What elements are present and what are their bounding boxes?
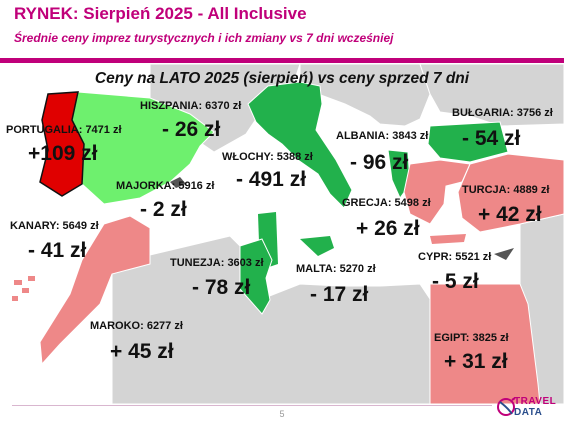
label-portugalia: PORTUGALIA: 7471 zł [6,124,122,136]
label-majorka: MAJORKA: 5916 zł [116,180,215,192]
change-malta: - 17 zł [310,283,369,306]
label-bulgaria: BUŁGARIA: 3756 zł [452,107,553,119]
label-malta: MALTA: 5270 zł [296,263,376,275]
land-bulgaria [427,121,509,163]
slide-subtitle: Średnie ceny imprez turystycznych i ich … [14,31,394,45]
label-grecja: GRECJA: 5498 zł [342,197,431,209]
change-tunezja: - 78 zł [192,276,251,299]
change-portugalia: +109 zł [28,142,98,165]
logo-globe-icon [497,397,516,416]
label-wlochy: WŁOCHY: 5388 zł [222,151,313,163]
label-turcja: TURCJA: 4889 zł [462,184,550,196]
land-east-europe [419,64,564,127]
change-albania: - 96 zł [350,151,409,174]
label-maroko: MAROKO: 6277 zł [90,320,183,332]
change-egipt: + 31 zł [444,350,508,373]
logo-text-data: DATA [514,407,543,418]
header-divider [0,58,564,63]
land-cyprus [494,248,514,260]
land-sicily [300,236,334,256]
traveldata-logo: TRAVEL DATA [496,394,562,420]
land-canary-islands [12,276,35,301]
label-tunezja: TUNEZJA: 3603 zł [170,257,264,269]
slide-header: RYNEK: Sierpień 2025 - All Inclusive Śre… [0,0,564,63]
mediterranean-map [0,64,564,404]
land-italy [247,81,353,209]
land-tunisia [239,238,273,315]
label-hiszpania: HISZPANIA: 6370 zł [140,100,242,112]
logo-text-travel: TRAVEL [514,396,557,407]
change-wlochy: - 491 zł [236,168,307,191]
land-majorca [170,177,186,188]
change-turcja: + 42 zł [478,203,542,226]
land-greece [403,159,471,225]
change-majorka: - 2 zł [140,198,187,221]
land-morocco [39,215,151,366]
change-bulgaria: - 54 zł [462,127,521,150]
change-kanary: - 41 zł [28,239,87,262]
map-title: Ceny na LATO 2025 (sierpień) vs ceny spr… [94,70,470,87]
slide-title: RYNEK: Sierpień 2025 - All Inclusive [14,4,307,23]
change-hiszpania: - 26 zł [162,118,221,141]
label-cypr: CYPR: 5521 zł [418,251,492,263]
label-kanary: KANARY: 5649 zł [10,220,99,232]
land-crete [430,234,466,244]
label-albania: ALBANIA: 3843 zł [336,130,429,142]
land-egypt [429,283,541,404]
change-cypr: - 5 zł [432,270,479,293]
page-number: 5 [279,409,285,419]
change-maroko: + 45 zł [110,340,174,363]
land-turkey [457,153,564,233]
land-portugal [39,91,85,197]
change-grecja: + 26 zł [356,217,420,240]
footer-divider [12,405,492,406]
label-egipt: EGIPT: 3825 zł [434,332,509,344]
